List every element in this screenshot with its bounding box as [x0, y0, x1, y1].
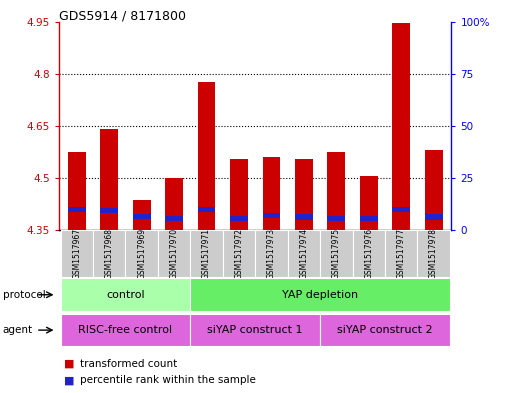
Bar: [158, 230, 190, 277]
Text: protocol: protocol: [3, 290, 45, 300]
Text: agent: agent: [3, 325, 33, 335]
Text: GSM1517967: GSM1517967: [72, 228, 82, 279]
Bar: [288, 230, 320, 277]
Bar: [418, 230, 450, 277]
Bar: [61, 230, 93, 277]
Text: GSM1517978: GSM1517978: [429, 228, 438, 279]
Bar: [165, 178, 183, 230]
Text: GSM1517972: GSM1517972: [234, 228, 244, 279]
Bar: [392, 23, 410, 230]
Text: GSM1517973: GSM1517973: [267, 228, 276, 279]
Bar: [165, 216, 183, 221]
Bar: [68, 152, 86, 230]
Bar: [392, 207, 410, 212]
Text: GSM1517971: GSM1517971: [202, 228, 211, 279]
Text: GSM1517975: GSM1517975: [332, 228, 341, 279]
Bar: [133, 200, 151, 230]
Bar: [93, 230, 126, 277]
Bar: [101, 208, 118, 213]
Bar: [263, 213, 280, 218]
Bar: [385, 230, 418, 277]
Text: GSM1517970: GSM1517970: [170, 228, 179, 279]
Text: percentile rank within the sample: percentile rank within the sample: [80, 375, 255, 386]
Text: GSM1517976: GSM1517976: [364, 228, 373, 279]
Bar: [352, 230, 385, 277]
Bar: [198, 83, 215, 230]
Text: GSM1517974: GSM1517974: [300, 228, 308, 279]
Bar: [230, 216, 248, 221]
Bar: [61, 279, 190, 311]
Text: ■: ■: [64, 358, 74, 369]
Bar: [190, 230, 223, 277]
Bar: [190, 314, 320, 346]
Text: control: control: [106, 290, 145, 300]
Text: GSM1517968: GSM1517968: [105, 228, 114, 279]
Text: YAP depletion: YAP depletion: [282, 290, 358, 300]
Text: GDS5914 / 8171800: GDS5914 / 8171800: [59, 10, 186, 23]
Text: GSM1517969: GSM1517969: [137, 228, 146, 279]
Bar: [327, 152, 345, 230]
Bar: [295, 215, 313, 220]
Bar: [198, 207, 215, 212]
Text: transformed count: transformed count: [80, 358, 177, 369]
Bar: [295, 159, 313, 230]
Bar: [126, 230, 158, 277]
Bar: [425, 215, 443, 220]
Bar: [360, 216, 378, 221]
Text: GSM1517977: GSM1517977: [397, 228, 406, 279]
Bar: [133, 214, 151, 219]
Text: siYAP construct 1: siYAP construct 1: [207, 325, 303, 335]
Bar: [223, 230, 255, 277]
Bar: [101, 129, 118, 230]
Text: RISC-free control: RISC-free control: [78, 325, 172, 335]
Bar: [190, 279, 450, 311]
Text: siYAP construct 2: siYAP construct 2: [337, 325, 433, 335]
Bar: [320, 230, 352, 277]
Bar: [263, 157, 280, 230]
Bar: [360, 176, 378, 230]
Text: ■: ■: [64, 375, 74, 386]
Bar: [68, 207, 86, 212]
Bar: [230, 159, 248, 230]
Bar: [327, 216, 345, 221]
Bar: [255, 230, 288, 277]
Bar: [425, 150, 443, 230]
Bar: [61, 314, 190, 346]
Bar: [320, 314, 450, 346]
